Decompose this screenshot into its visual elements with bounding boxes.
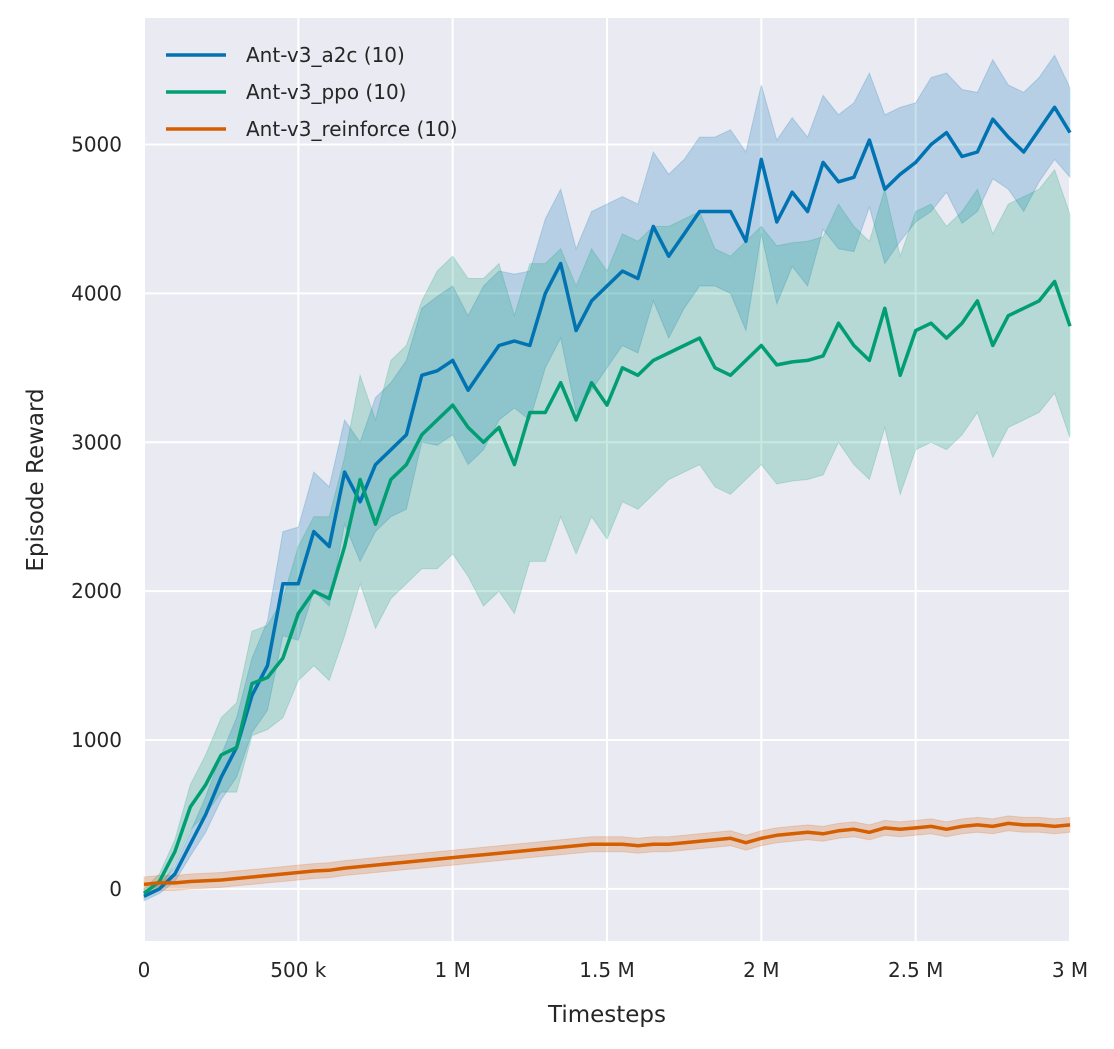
confidence-bands bbox=[143, 54, 1071, 902]
y-axis-label: Episode Reward bbox=[23, 388, 49, 571]
legend: Ant-v3_a2c (10) Ant-v3_ppo (10) Ant-v3_rei… bbox=[166, 43, 458, 141]
x-tick-label: 0 bbox=[138, 958, 151, 982]
series-line-0 bbox=[143, 105, 1072, 898]
series-line-2 bbox=[143, 821, 1071, 887]
confidence-band-0 bbox=[143, 54, 1071, 902]
x-tick-label: 500 k bbox=[270, 958, 327, 982]
y-tick-label: 5000 bbox=[71, 133, 122, 157]
y-tick-label: 0 bbox=[109, 877, 122, 901]
x-tick-label: 1.5 M bbox=[579, 958, 634, 982]
series-lines bbox=[142, 105, 1072, 898]
y-tick-labels: 0 1000 2000 3000 4000 5000 bbox=[71, 133, 122, 901]
legend-label: Ant-v3_a2c (10) bbox=[246, 43, 405, 67]
x-tick-label: 2 M bbox=[743, 958, 779, 982]
confidence-band-2 bbox=[143, 815, 1071, 893]
legend-label: Ant-v3_reinforce (10) bbox=[246, 117, 458, 141]
x-axis-label: Timesteps bbox=[547, 1002, 666, 1028]
x-tick-label: 3 M bbox=[1052, 958, 1088, 982]
x-tick-labels: 0 500 k 1 M 1.5 M 2 M 2.5 M 3 M bbox=[138, 958, 1089, 982]
gridlines bbox=[143, 18, 1071, 941]
legend-label: Ant-v3_ppo (10) bbox=[246, 80, 406, 104]
y-tick-label: 3000 bbox=[71, 430, 122, 454]
x-tick-label: 1 M bbox=[434, 958, 470, 982]
confidence-band-1 bbox=[143, 168, 1071, 899]
y-tick-label: 2000 bbox=[71, 579, 122, 603]
y-tick-label: 1000 bbox=[71, 728, 122, 752]
y-tick-label: 4000 bbox=[71, 281, 122, 305]
x-tick-label: 2.5 M bbox=[888, 958, 943, 982]
series-line-1 bbox=[142, 279, 1072, 895]
